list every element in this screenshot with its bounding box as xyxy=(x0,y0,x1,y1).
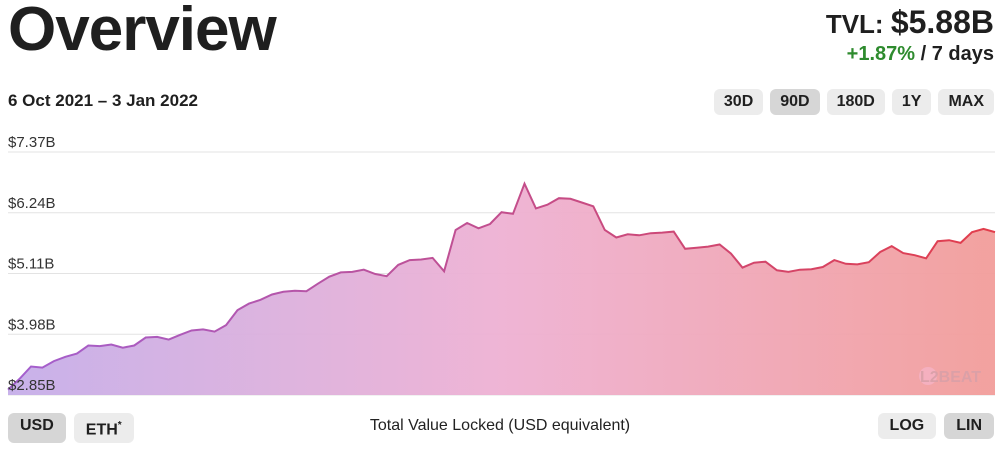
range-180d-button[interactable]: 180D xyxy=(826,89,885,115)
tvl-summary: TVL: $5.88B +1.87% / 7 days xyxy=(826,4,994,66)
tvl-change-period: / 7 days xyxy=(920,43,994,65)
chart-caption: Total Value Locked (USD equivalent) xyxy=(369,417,631,434)
lin-scale-button[interactable]: LIN xyxy=(944,413,994,439)
currency-selector: USD ETH* xyxy=(8,413,134,444)
range-max-button[interactable]: MAX xyxy=(938,89,994,115)
date-range: 6 Oct 2021 – 3 Jan 2022 xyxy=(8,91,198,110)
y-tick-label: $6.24B xyxy=(8,195,56,212)
tvl-line xyxy=(7,181,996,391)
tvl-label: TVL: xyxy=(825,9,884,39)
tvl-change-percent: +1.87% xyxy=(846,43,916,65)
y-tick-label: $2.85B xyxy=(8,377,56,394)
eth-asterisk: * xyxy=(117,420,122,431)
eth-button-label: ETH xyxy=(85,421,118,439)
l2beat-watermark: L2BEAT xyxy=(919,367,981,386)
range-90d-button[interactable]: 90D xyxy=(770,89,820,115)
watermark-text: L2BEAT xyxy=(920,369,981,386)
y-tick-label: $3.98B xyxy=(8,316,56,333)
y-tick-label: $7.37B xyxy=(8,134,56,151)
range-30d-button[interactable]: 30D xyxy=(713,89,764,115)
range-selector: 30D 90D 180D 1Y MAX xyxy=(713,89,994,115)
log-scale-button[interactable]: LOG xyxy=(877,413,937,439)
y-axis-ticks: $7.37B $6.24B $5.11B $3.98B $2.85B xyxy=(8,134,56,394)
tvl-line: TVL: $5.88B xyxy=(826,4,994,41)
page-title: Overview xyxy=(8,0,277,64)
scale-selector: LOG LIN xyxy=(877,413,994,439)
range-1y-button[interactable]: 1Y xyxy=(891,89,932,115)
tvl-chart: $7.37B $6.24B $5.11B $3.98B $2.85B L2BEAT xyxy=(7,134,996,396)
tvl-value: $5.88B xyxy=(890,4,994,40)
eth-button[interactable]: ETH* xyxy=(73,413,134,444)
heart-icon xyxy=(919,367,937,385)
y-tick-label: $5.11B xyxy=(8,256,54,273)
tvl-area xyxy=(8,183,995,395)
tvl-change-line: +1.87% / 7 days xyxy=(826,43,994,66)
usd-button[interactable]: USD xyxy=(8,413,66,444)
